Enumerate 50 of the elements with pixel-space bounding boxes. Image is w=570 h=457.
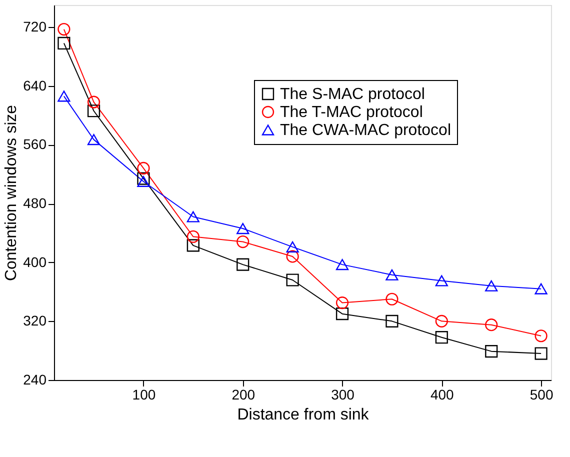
point	[386, 314, 398, 328]
legend-label: The CWA-MAC protocol	[280, 122, 451, 139]
y-axis-title: Contention windows size	[3, 104, 20, 282]
point	[534, 347, 548, 360]
point	[286, 250, 299, 263]
point	[386, 269, 398, 280]
point	[485, 280, 498, 292]
y-tick-label: 640	[23, 77, 47, 94]
point	[58, 90, 70, 102]
point	[236, 235, 250, 248]
point	[58, 22, 70, 36]
y-tick-label: 560	[23, 136, 47, 152]
x-tick-label: 400	[430, 386, 454, 402]
x-tick-label: 300	[331, 386, 355, 402]
point	[386, 292, 398, 306]
point	[435, 275, 448, 286]
legend-label: The S-MAC protocol	[280, 86, 425, 103]
point	[336, 259, 349, 270]
y-tick-label: 400	[23, 254, 47, 270]
point	[137, 172, 150, 185]
point	[186, 211, 200, 222]
point	[534, 283, 548, 294]
legend-label: The T-MAC protocol	[280, 104, 423, 121]
point	[137, 162, 150, 175]
x-axis-title: Distance from sink	[237, 406, 370, 424]
point	[137, 176, 150, 188]
point	[336, 308, 349, 320]
point	[87, 96, 100, 108]
x-tick-label: 200	[232, 386, 256, 402]
point	[87, 104, 100, 118]
point	[485, 345, 498, 358]
point	[58, 36, 70, 50]
x-tick-label: 100	[132, 386, 156, 402]
x-tick-label: 500	[530, 386, 554, 402]
point	[534, 330, 548, 342]
point	[236, 222, 250, 234]
point	[236, 258, 250, 271]
y-tick-label: 480	[23, 195, 47, 212]
y-tick-label: 240	[23, 372, 47, 388]
point	[286, 241, 299, 252]
y-tick-label: 720	[23, 18, 47, 35]
point	[336, 296, 349, 310]
point	[87, 134, 100, 146]
point	[435, 331, 448, 344]
point	[485, 318, 498, 332]
y-tick-label: 320	[23, 312, 47, 329]
point	[435, 314, 448, 328]
point	[286, 274, 299, 286]
point	[186, 239, 200, 252]
point	[186, 230, 200, 243]
